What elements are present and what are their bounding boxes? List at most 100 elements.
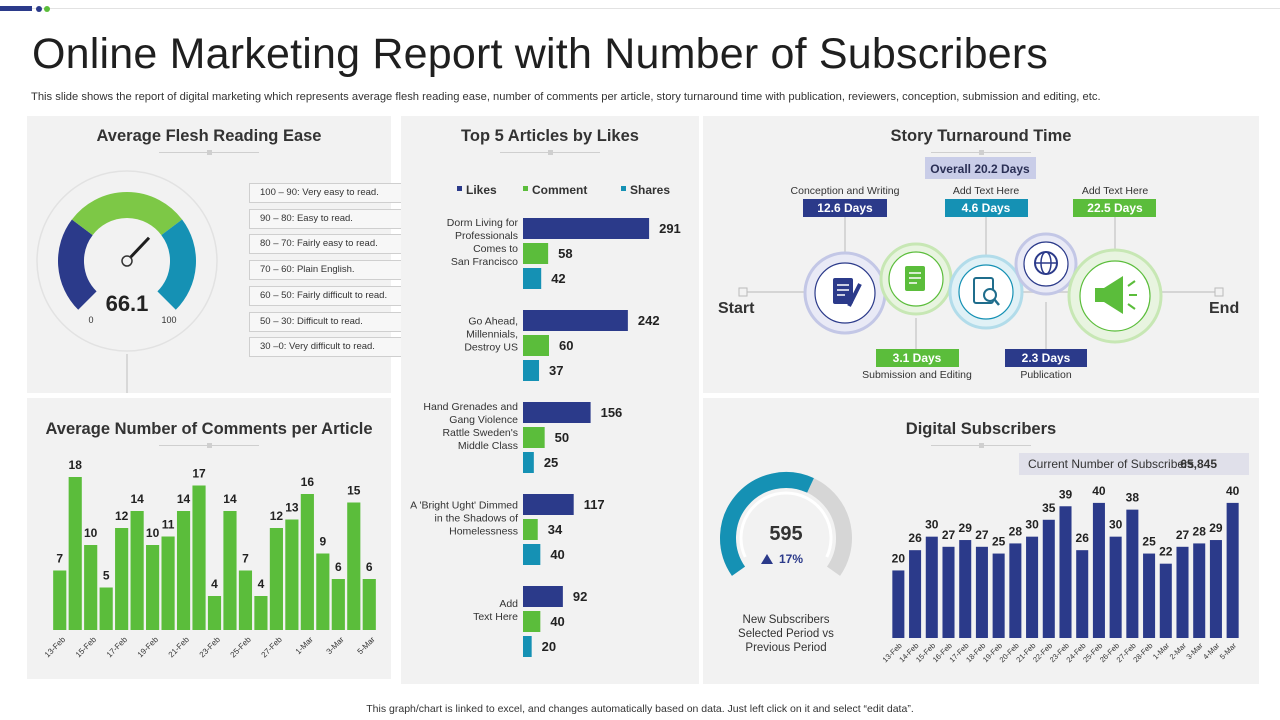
subscribers-bar — [975, 546, 988, 638]
articles-bar — [523, 310, 628, 331]
subscribers-bar-label: 40 — [1092, 484, 1106, 498]
comments-bar-label: 10 — [84, 526, 98, 540]
footer-note: This graph/chart is linked to excel, and… — [366, 703, 914, 715]
articles-bar — [523, 243, 549, 264]
articles-bar — [523, 402, 591, 423]
subscribers-bar — [1159, 563, 1172, 638]
comments-bar — [331, 579, 345, 630]
legend-swatch — [457, 186, 462, 191]
articles-category-label: Go Ahead, — [468, 316, 518, 328]
subscribers-caption-line: Selected Period vs — [738, 628, 834, 640]
subscribers-caption-line: Previous Period — [745, 642, 826, 654]
subscribers-tick-label: 5-Mar — [1218, 641, 1239, 662]
comments-bar — [53, 570, 67, 630]
step-days: 22.5 Days — [1087, 201, 1143, 215]
comments-bar — [316, 553, 330, 630]
articles-category-label: Hand Grenades and — [423, 401, 518, 413]
articles-category-label: Gang Violence — [449, 414, 518, 426]
step-label: Add Text Here — [953, 185, 1020, 197]
subscribers-bar — [1176, 546, 1189, 638]
articles-category-label: in the Shadows of — [435, 513, 519, 525]
subscribers-bar — [1143, 553, 1156, 638]
articles-bar — [523, 636, 532, 657]
articles-bar-label: 40 — [550, 547, 564, 562]
comments-bar-label: 13 — [285, 501, 299, 515]
comments-bar-label: 14 — [130, 492, 144, 506]
comments-bar-label: 17 — [192, 467, 206, 481]
subscribers-bar-label: 22 — [1159, 545, 1173, 559]
comments-bar-label: 5 — [103, 569, 110, 583]
subscribers-bar-label: 25 — [1142, 535, 1156, 549]
accent-bar — [0, 6, 32, 11]
subscribers-bar-label: 28 — [1009, 524, 1023, 538]
step-label: Publication — [1020, 369, 1072, 381]
subscribers-bar — [1026, 536, 1039, 638]
articles-bar-label: 50 — [555, 430, 569, 445]
articles-panel: Top 5 Articles by Likes Likes Comment Shar… — [401, 116, 699, 684]
subscribers-bar — [1226, 502, 1239, 638]
reading-ease-panel: Average Flesh Reading Ease 66.1 0 100 10… — [27, 116, 404, 393]
articles-bar — [523, 586, 563, 607]
subscribers-bar — [959, 540, 972, 638]
articles-bar-label: 40 — [550, 614, 564, 629]
comments-bar — [207, 596, 222, 630]
subscribers-bar-label: 26 — [1076, 531, 1090, 545]
articles-category-label: Text Here — [473, 611, 518, 623]
title-divider — [159, 443, 259, 448]
articles-bar — [523, 268, 542, 289]
comments-tick-label: 1-Mar — [294, 635, 315, 656]
articles-category-label: Rattle Sweden's — [442, 427, 518, 439]
subscribers-bar-label: 30 — [925, 518, 939, 532]
comments-bar-label: 10 — [146, 526, 160, 540]
subscribers-bar-label: 39 — [1059, 487, 1073, 501]
articles-bar-label: 117 — [584, 497, 605, 512]
articles-category-label: A 'Bright Ught' Dimmed — [410, 500, 518, 512]
comments-bar — [223, 511, 237, 630]
step-days: 2.3 Days — [1022, 351, 1071, 365]
legend-label: Comment — [532, 183, 587, 197]
legend-label: Likes — [466, 183, 497, 197]
subscribers-caption-line: New Subscribers — [743, 614, 830, 626]
articles-category-label: San Francisco — [451, 256, 518, 268]
current-subscribers-badge — [1019, 453, 1249, 475]
current-subscribers-label: Current Number of Subscribers — [1028, 457, 1194, 471]
comments-bar-label: 9 — [319, 535, 326, 549]
subscribers-bar-label: 27 — [1176, 528, 1190, 542]
subscribers-bar — [909, 550, 922, 638]
subscribers-bar — [1076, 550, 1089, 638]
articles-bar — [523, 360, 540, 381]
subscribers-panel: Digital Subscribers Current Number of Su… — [703, 398, 1259, 684]
comments-tick-label: 17-Feb — [105, 635, 130, 660]
gauge-segment — [156, 219, 196, 310]
megaphone-icon — [1067, 248, 1163, 344]
comments-bar — [192, 485, 206, 630]
articles-bar-label: 156 — [601, 405, 623, 420]
step-label: Conception and Writing — [791, 185, 900, 197]
subscribers-bar-label: 30 — [1109, 518, 1123, 532]
comments-bar-label: 18 — [69, 458, 83, 472]
subscribers-gauge-fill — [720, 472, 814, 576]
change-percent: 17% — [779, 552, 803, 566]
overall-text: Overall 20.2 Days — [930, 162, 1030, 176]
subscribers-tick-label: 4-Mar — [1201, 641, 1222, 662]
turnaround-title: Story Turnaround Time — [890, 127, 1072, 145]
subscribers-bar — [892, 570, 905, 638]
articles-bar — [523, 494, 574, 515]
turnaround-panel: Story Turnaround Time Overall 20.2 Days … — [703, 116, 1259, 393]
articles-category-label: Homelessness — [449, 526, 518, 538]
comments-bar-label: 11 — [162, 518, 175, 532]
end-label: End — [1209, 300, 1239, 317]
step-days: 12.6 Days — [817, 201, 873, 215]
turnaround-diagram: Overall 20.2 Days Start End — [718, 157, 1239, 381]
comments-tick-label: 21-Feb — [167, 635, 192, 660]
gauge-segment — [71, 192, 183, 236]
reading-ease-legend-item: 90 – 80: Easy to read. — [249, 208, 404, 229]
articles-bar — [523, 218, 650, 239]
overall-badge — [925, 157, 1036, 179]
articles-bar-label: 34 — [548, 522, 563, 537]
top-rule — [0, 8, 1280, 9]
comments-bar-label: 6 — [366, 560, 373, 574]
comments-tick-label: 27-Feb — [260, 635, 285, 660]
subscribers-bar-label: 29 — [1209, 521, 1223, 535]
subscribers-bar-label: 27 — [975, 528, 989, 542]
